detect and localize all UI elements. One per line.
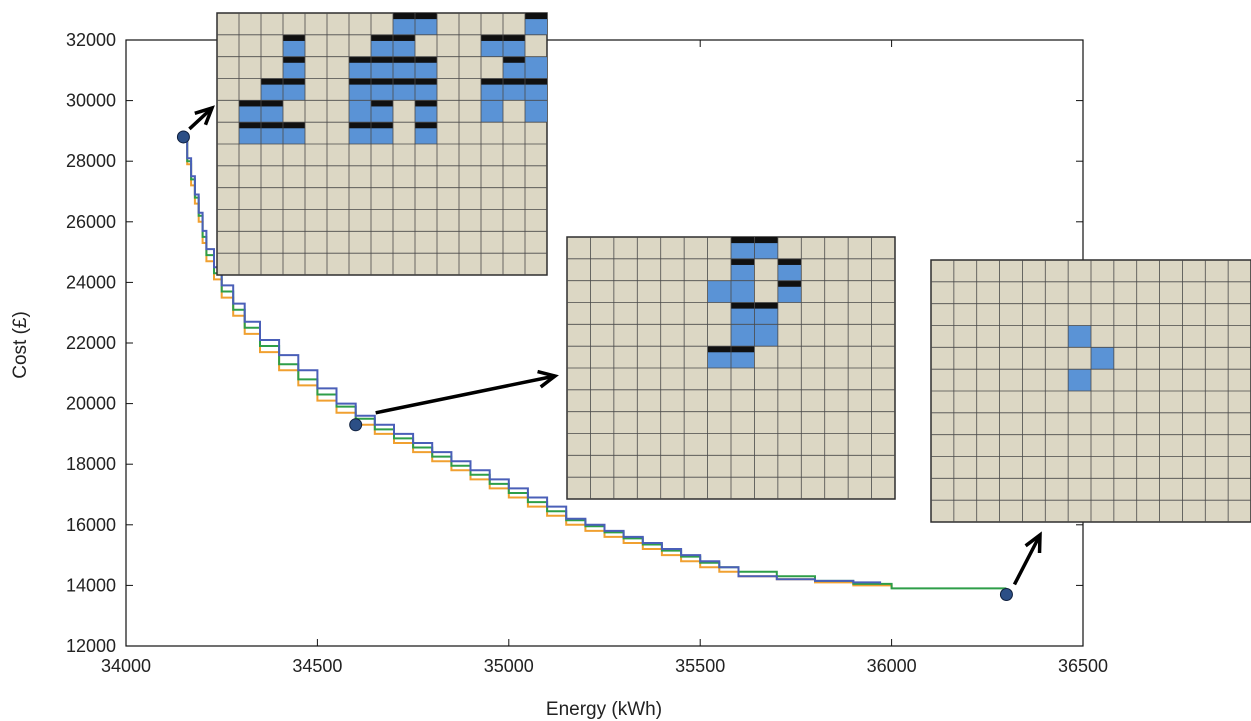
- inset-black-bar: [525, 78, 547, 85]
- inset-black-bar: [415, 122, 437, 129]
- inset-black-bar: [415, 56, 437, 63]
- inset-black-bar: [481, 34, 503, 41]
- callout-arrow-shaft: [375, 374, 556, 415]
- x-axis-label: Energy (kWh): [546, 699, 662, 720]
- inset-panel-1: [566, 236, 896, 500]
- inset-blue-cell: [349, 100, 371, 123]
- x-tick-label: 35000: [484, 656, 534, 676]
- inset-black-bar: [349, 56, 371, 63]
- inset-black-bar: [731, 237, 755, 244]
- inset-black-bar: [283, 122, 305, 129]
- inset-black-bar: [283, 34, 305, 41]
- x-tick-label: 34000: [101, 656, 151, 676]
- inset-black-bar: [777, 280, 802, 287]
- inset-black-bar: [754, 302, 778, 309]
- x-tick-label: 36500: [1058, 656, 1108, 676]
- inset-blue-cell: [525, 100, 547, 123]
- inset-black-bar: [503, 56, 525, 63]
- inset-blue-cell: [1068, 369, 1091, 391]
- inset-black-bar: [481, 78, 503, 85]
- x-tick-label: 34500: [292, 656, 342, 676]
- highlighted-points: [176, 130, 1013, 601]
- series-lines: [183, 136, 1007, 590]
- y-tick-label: 16000: [66, 515, 116, 535]
- inset-black-bar: [731, 346, 755, 353]
- callout-arrows: [188, 105, 1042, 586]
- y-tick-label: 14000: [66, 575, 116, 595]
- insets: [216, 12, 1251, 523]
- inset-black-bar: [415, 100, 437, 107]
- inset-black-bar: [777, 258, 802, 265]
- inset-black-bar: [503, 78, 525, 85]
- callout-arrow-shaft: [1012, 534, 1042, 586]
- callout-arrow-head: [537, 369, 559, 389]
- callout-arrow-head: [1024, 531, 1042, 554]
- inset-black-bar: [283, 56, 305, 63]
- inset-black-bar: [731, 302, 755, 309]
- y-tick-label: 20000: [66, 394, 116, 414]
- inset-black-bar: [261, 100, 283, 107]
- inset-black-bar: [261, 78, 283, 85]
- inset-blue-cell: [525, 56, 547, 79]
- inset-black-bar: [371, 34, 393, 41]
- inset-black-bar: [371, 56, 393, 63]
- inset-black-bar: [261, 122, 283, 129]
- inset-blue-cell: [707, 280, 731, 303]
- y-tick-label: 24000: [66, 272, 116, 292]
- inset-black-bar: [393, 34, 415, 41]
- inset-black-bar: [349, 122, 371, 129]
- series-line-2: [183, 136, 882, 584]
- highlighted-point: [999, 587, 1013, 601]
- inset-black-bar: [239, 122, 261, 129]
- y-tick-label: 30000: [66, 91, 116, 111]
- inset-black-bar: [371, 78, 393, 85]
- callout-arrow-head: [194, 105, 215, 126]
- y-tick-label: 26000: [66, 212, 116, 232]
- y-tick-label: 22000: [66, 333, 116, 353]
- inset-black-bar: [754, 237, 778, 244]
- inset-black-bar: [239, 100, 261, 107]
- x-tick-label: 36000: [867, 656, 917, 676]
- inset-black-bar: [707, 346, 731, 353]
- y-tick-label: 28000: [66, 151, 116, 171]
- inset-blue-cell: [731, 324, 755, 347]
- inset-black-bar: [393, 13, 415, 20]
- inset-black-bar: [349, 78, 371, 85]
- inset-panel-2: [930, 259, 1251, 523]
- inset-black-bar: [393, 78, 415, 85]
- highlighted-point: [176, 130, 190, 144]
- inset-black-bar: [415, 13, 437, 20]
- y-tick-label: 12000: [66, 636, 116, 656]
- y-axis-label: Cost (£): [10, 311, 31, 379]
- axis-ticks: 34000 34500 35000 35500 36000 36500 12000 14000…: [66, 30, 1108, 676]
- inset-blue-cell: [1091, 347, 1114, 370]
- inset-blue-cell: [481, 100, 503, 123]
- inset-black-bar: [393, 56, 415, 63]
- inset-panel-0: [216, 12, 548, 276]
- y-tick-label: 18000: [66, 454, 116, 474]
- x-tick-label: 35500: [675, 656, 725, 676]
- inset-blue-cell: [1068, 325, 1091, 348]
- callout-arrow-shaft: [188, 106, 214, 131]
- inset-black-bar: [503, 34, 525, 41]
- highlighted-point: [349, 418, 363, 432]
- inset-black-bar: [525, 13, 547, 20]
- inset-blue-cell: [754, 324, 778, 347]
- inset-black-bar: [371, 100, 393, 107]
- inset-black-bar: [283, 78, 305, 85]
- inset-black-bar: [731, 258, 755, 265]
- inset-black-bar: [371, 122, 393, 129]
- inset-blue-cell: [731, 280, 755, 303]
- y-tick-label: 32000: [66, 30, 116, 50]
- inset-black-bar: [415, 78, 437, 85]
